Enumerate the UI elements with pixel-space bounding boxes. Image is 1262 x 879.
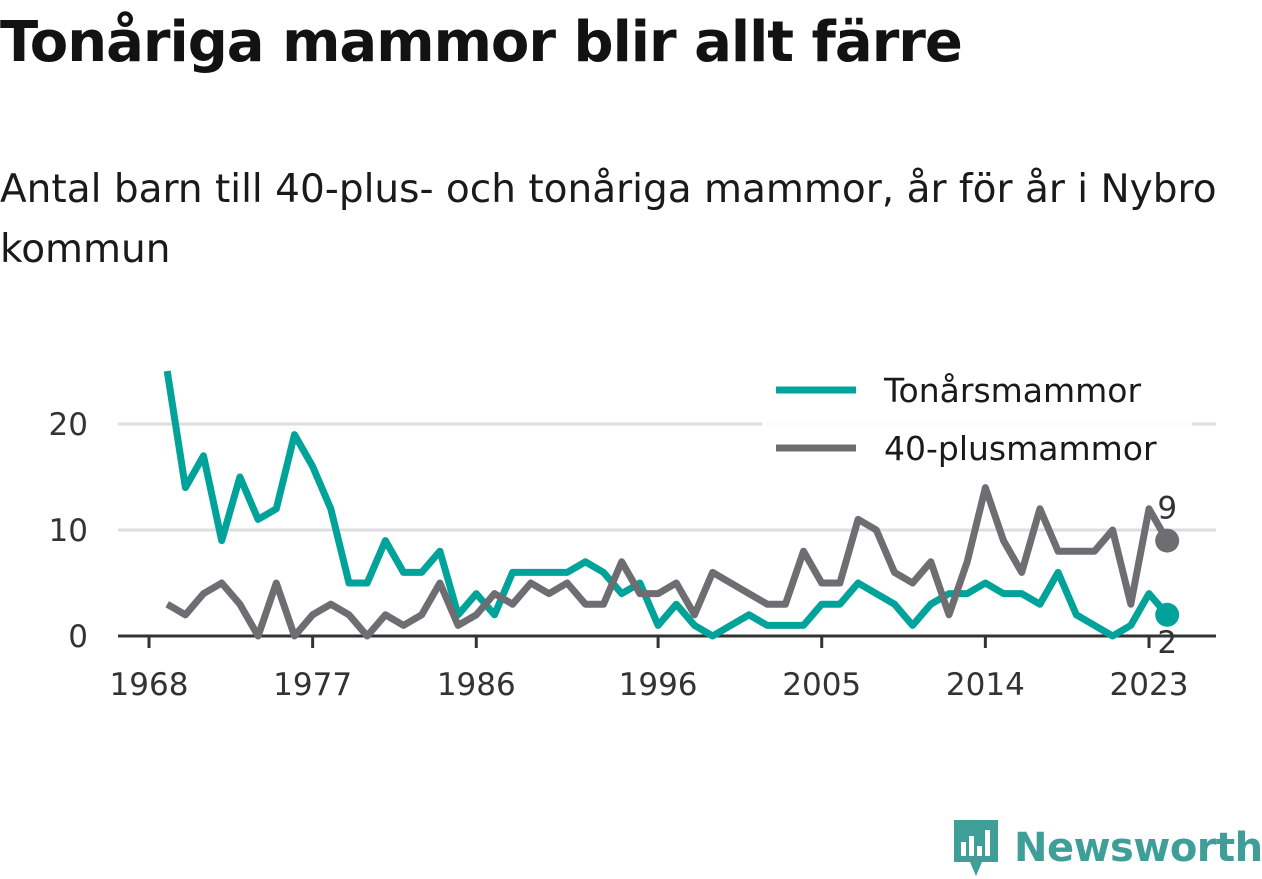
end-label-1: 9 — [1157, 491, 1177, 527]
x-tick-label-1968: 1968 — [110, 667, 189, 703]
y-tick-label-0: 0 — [68, 619, 88, 655]
y-tick-label-10: 10 — [49, 513, 88, 549]
legend-label-1: 40-plusmammor — [884, 429, 1157, 468]
end-point-1 — [1155, 528, 1180, 553]
legend: Tonårsmammor 40-plusmammor — [762, 362, 1192, 484]
end-label-0: 2 — [1157, 625, 1177, 661]
series-line-1 — [165, 484, 1171, 640]
x-tick-label-2023: 2023 — [1110, 667, 1189, 703]
axes: 0 10 20 1968 1977 1986 1996 2005 2014 2023 — [49, 407, 1216, 703]
newsworthy-logo: Newsworthy — [950, 818, 1262, 878]
x-tick-label-2005: 2005 — [782, 667, 861, 703]
x-tick-label-1996: 1996 — [619, 667, 698, 703]
legend-label-0: Tonårsmammor — [883, 371, 1141, 410]
series-lines: 29 — [163, 370, 1180, 661]
chart-title: Tonåriga mammor blir allt färre — [0, 10, 963, 75]
chart-subtitle: Antal barn till 40-plus- och tonåriga ma… — [0, 167, 1217, 272]
x-tick-label-2014: 2014 — [946, 667, 1025, 703]
brand-name: Newsworthy — [1014, 825, 1262, 871]
legend-background — [762, 362, 1192, 484]
series-line-0 — [163, 370, 1170, 640]
x-tick-label-1986: 1986 — [437, 667, 516, 703]
y-tick-label-20: 20 — [49, 407, 88, 443]
end-point-0 — [1155, 602, 1180, 627]
x-tick-label-1977: 1977 — [273, 667, 352, 703]
bar-chart-icon — [954, 820, 998, 876]
